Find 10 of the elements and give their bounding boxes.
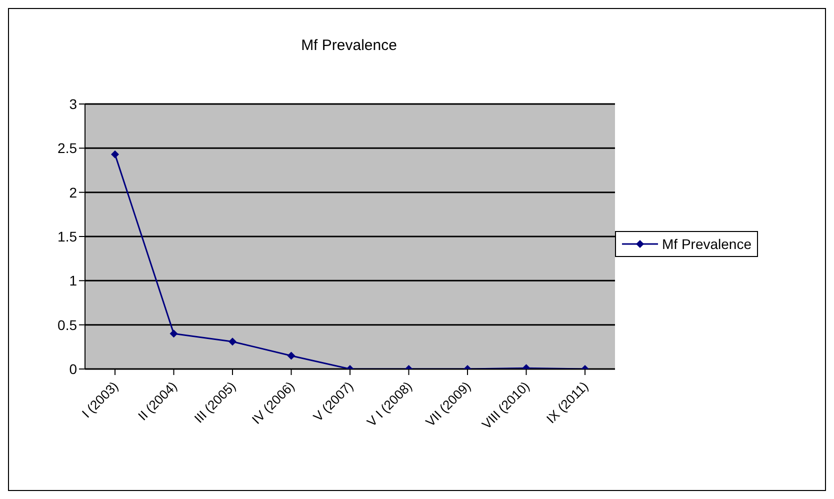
legend-label: Mf Prevalence xyxy=(662,236,752,252)
y-tick-label: 1 xyxy=(69,272,78,289)
chart-title: Mf Prevalence xyxy=(300,37,398,54)
y-tick-label: 0.5 xyxy=(58,316,78,333)
y-tick-label: 3 xyxy=(69,96,78,112)
y-tick-label: 1.5 xyxy=(58,228,78,244)
y-tick-label: 0 xyxy=(69,360,78,377)
y-tick-label: 2.5 xyxy=(58,140,78,156)
y-tick-label: 2 xyxy=(69,184,78,200)
point xyxy=(111,150,119,158)
